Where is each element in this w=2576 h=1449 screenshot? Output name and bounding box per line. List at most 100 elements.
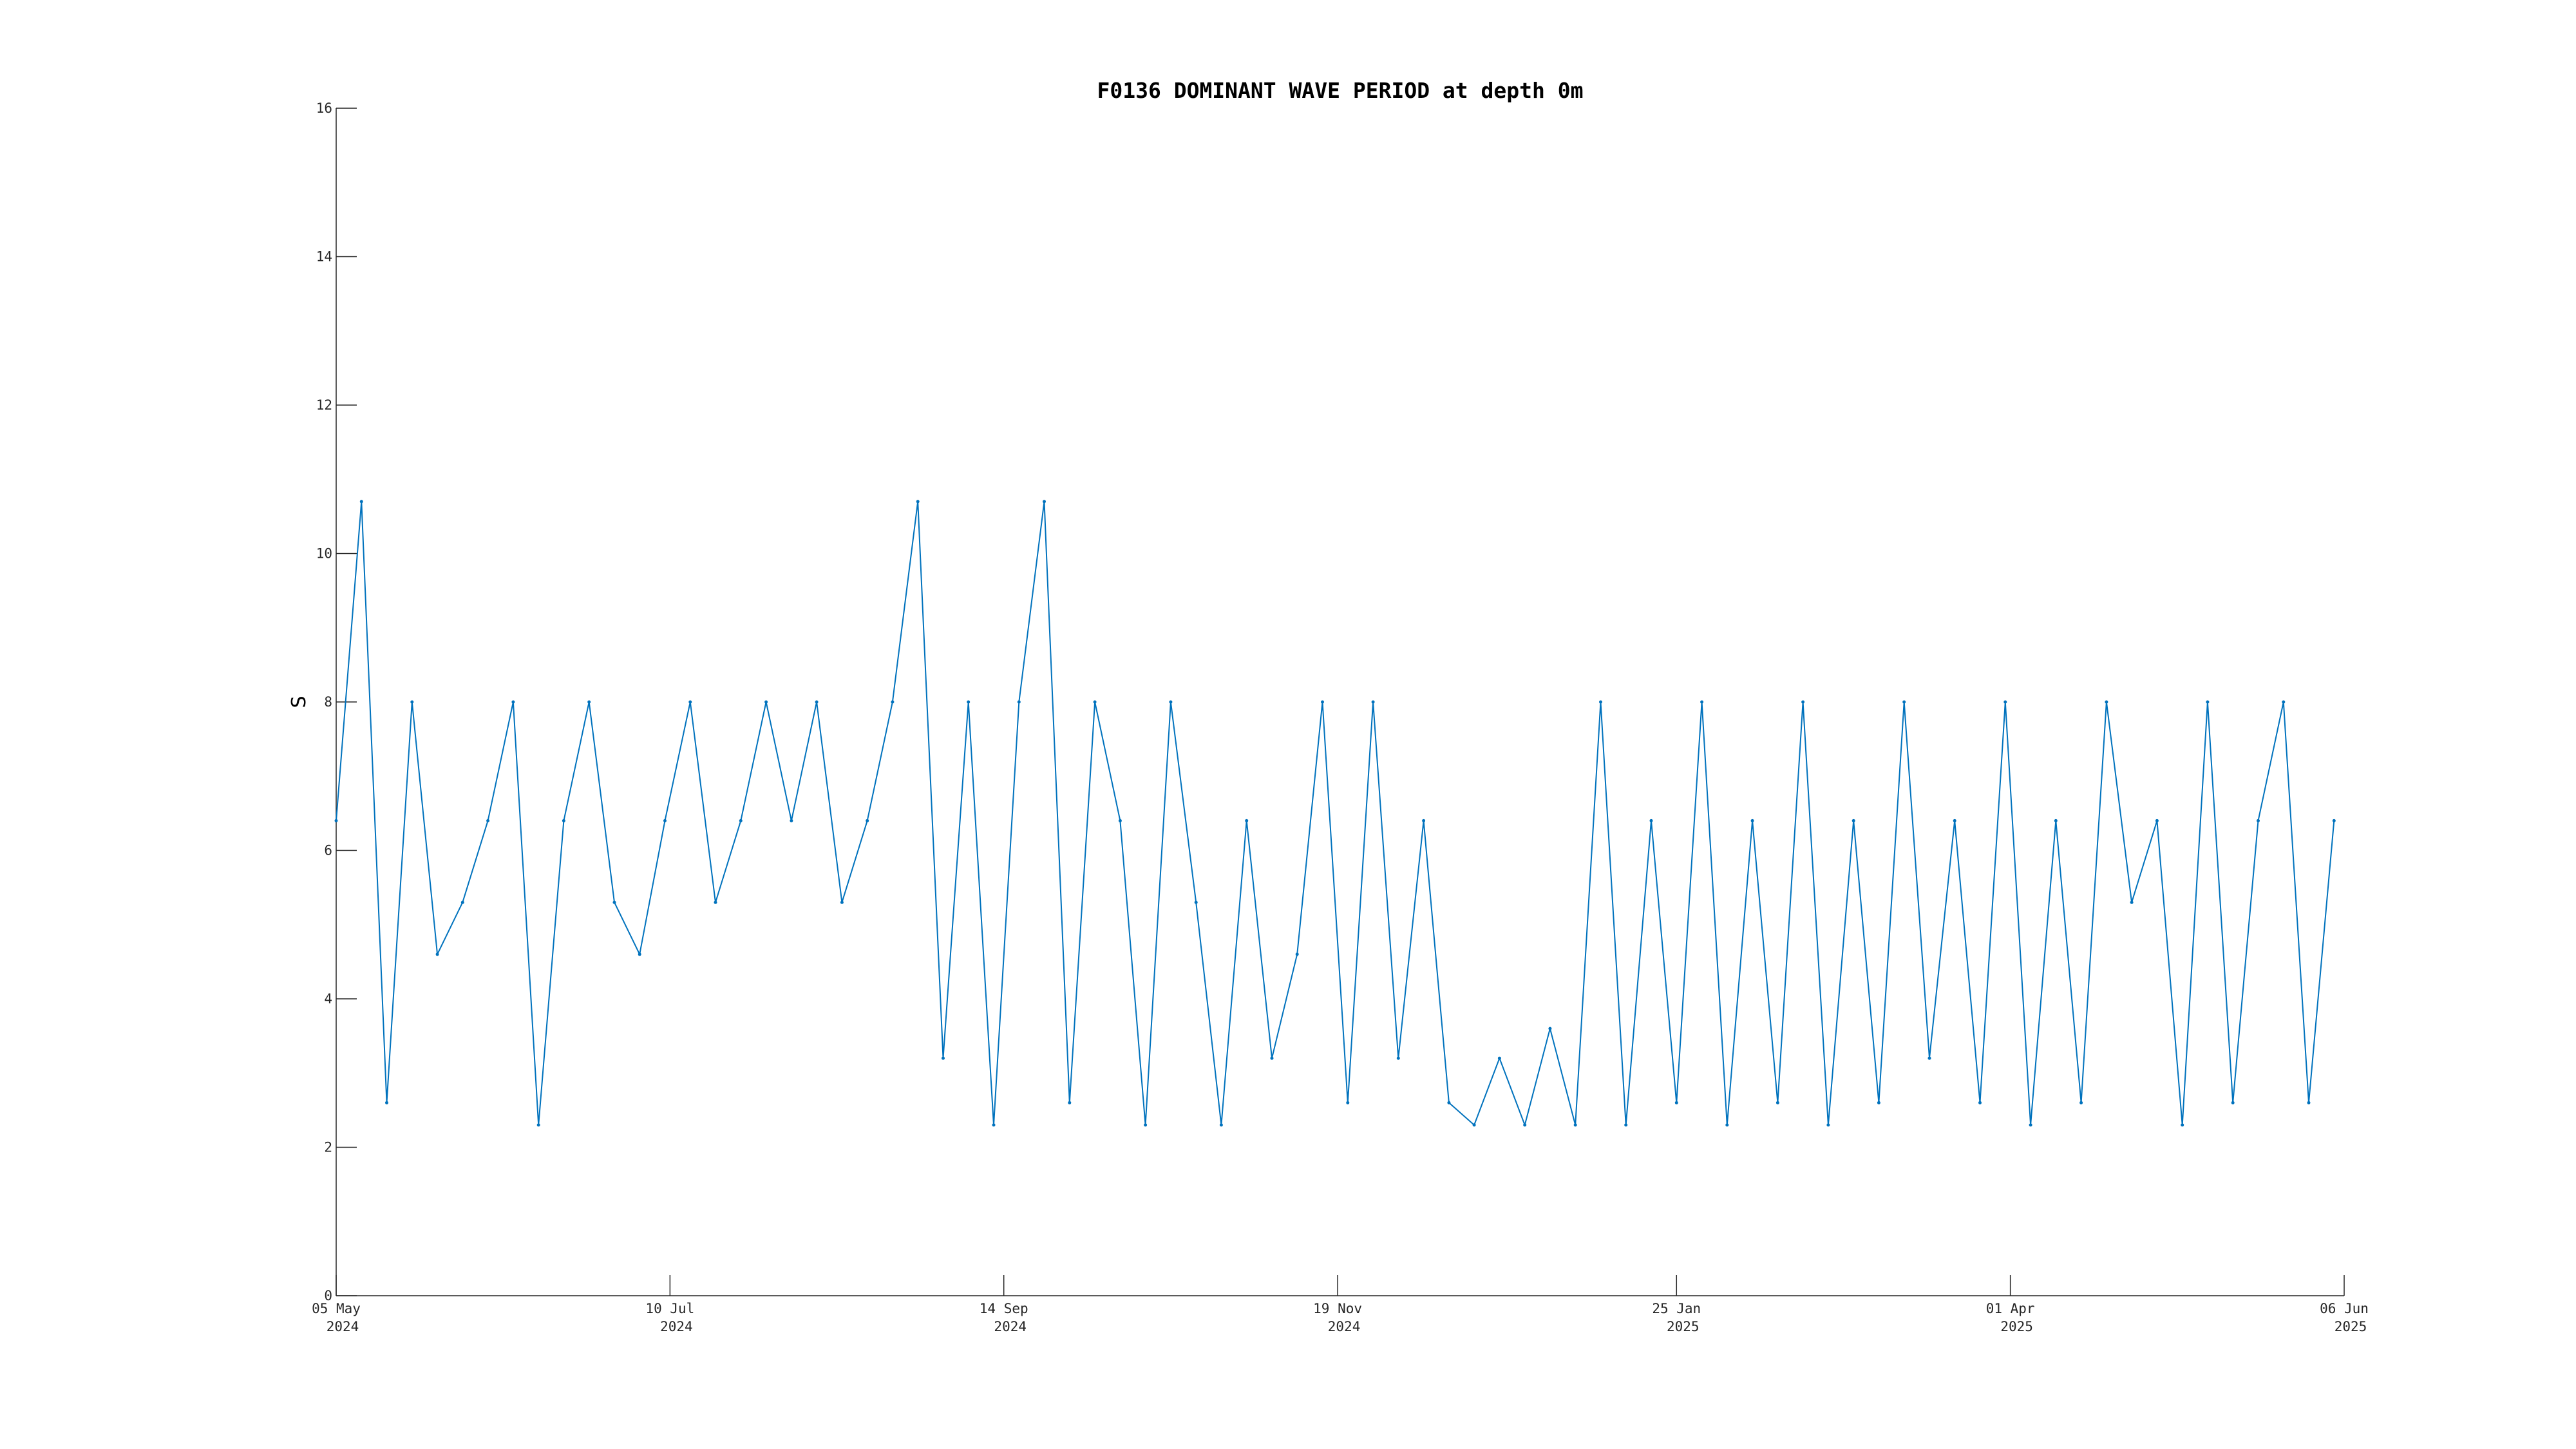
x-tick-label-date: 10 Jul [645, 1301, 694, 1316]
x-tick-label-date: 05 May [312, 1301, 361, 1316]
data-point [1700, 700, 1704, 704]
data-point [2206, 700, 2210, 704]
x-tick-label-date: 19 Nov [1313, 1301, 1362, 1316]
x-tick-label-year: 2024 [660, 1319, 693, 1334]
data-point [891, 700, 895, 704]
x-tick-label-year: 2025 [2334, 1319, 2367, 1334]
x-tick-label-year: 2024 [327, 1319, 359, 1334]
data-point [916, 500, 920, 504]
data-point [536, 1123, 540, 1127]
data-point [1068, 1101, 1072, 1104]
data-point [1093, 700, 1097, 704]
data-point [2105, 700, 2108, 704]
data-point [739, 819, 743, 822]
data-point [967, 700, 971, 704]
x-tick-label-year: 2025 [2000, 1319, 2033, 1334]
data-point [1649, 819, 1653, 822]
data-point [334, 819, 338, 822]
y-tick-label: 14 [316, 249, 332, 265]
data-point [2282, 700, 2286, 704]
data-point [1169, 700, 1173, 704]
data-point [1219, 1123, 1223, 1127]
data-point [1548, 1027, 1552, 1030]
data-point [1599, 700, 1602, 704]
data-point [1043, 500, 1046, 504]
data-point [2003, 700, 2007, 704]
data-point [1523, 1123, 1527, 1127]
data-point [1194, 900, 1198, 904]
data-point [638, 952, 641, 956]
y-tick-label: 6 [324, 843, 332, 858]
data-point [1118, 819, 1122, 822]
x-tick-label-year: 2024 [1328, 1319, 1361, 1334]
data-point [1573, 1123, 1577, 1127]
x-ticks: 05 May 2024 10 Jul 2024 14 Sep 2024 19 Nov 2024… [312, 1275, 2369, 1334]
data-point [486, 819, 490, 822]
x-tick-label-date: 25 Jan [1652, 1301, 1701, 1316]
data-point [511, 700, 515, 704]
data-point [840, 900, 844, 904]
x-tick-label-date: 14 Sep [980, 1301, 1028, 1316]
series-group [334, 500, 2336, 1127]
y-tick-label: 12 [316, 397, 332, 413]
data-point [1371, 700, 1375, 704]
data-point [764, 700, 768, 704]
data-point [992, 1123, 996, 1127]
data-point [1978, 1101, 1982, 1104]
data-point [688, 700, 692, 704]
x-tick-label-year: 2025 [1667, 1319, 1700, 1334]
data-point [1902, 700, 1906, 704]
data-point [2307, 1101, 2311, 1104]
data-point [2029, 1123, 2032, 1127]
data-point [1801, 700, 1805, 704]
x-tick-label-date: 01 Apr [1986, 1301, 2035, 1316]
data-point [2231, 1101, 2235, 1104]
data-point [1776, 1101, 1779, 1104]
data-point [1295, 952, 1299, 956]
data-point [1270, 1056, 1274, 1060]
data-point [1826, 1123, 1830, 1127]
data-point [866, 819, 869, 822]
data-point [2181, 1123, 2184, 1127]
y-tick-label: 0 [324, 1288, 332, 1303]
data-point [1472, 1123, 1476, 1127]
data-point [410, 700, 414, 704]
data-point [1725, 1123, 1729, 1127]
data-point [790, 819, 793, 822]
chart-title: F0136 DOMINANT WAVE PERIOD at depth 0m [1097, 78, 1584, 103]
data-point [385, 1101, 388, 1104]
data-point [2054, 819, 2058, 822]
series-line [336, 500, 2335, 1126]
data-point [562, 819, 565, 822]
data-point [1245, 819, 1249, 822]
data-point [1497, 1056, 1501, 1060]
data-point [435, 952, 439, 956]
y-tick-label: 4 [324, 991, 332, 1007]
y-axis-label: S [288, 696, 310, 708]
x-tick-label-year: 2024 [994, 1319, 1027, 1334]
y-ticks: 0 2 4 6 8 10 12 14 16 [316, 100, 357, 1303]
data-point [1346, 1101, 1350, 1104]
data-point [1953, 819, 1956, 822]
data-point [1321, 700, 1324, 704]
data-point [1927, 1056, 1931, 1060]
data-point [663, 819, 667, 822]
data-point [1877, 1101, 1880, 1104]
data-point [612, 900, 616, 904]
y-tick-label: 10 [316, 546, 332, 562]
data-point [1422, 819, 1426, 822]
data-point [1624, 1123, 1628, 1127]
data-point [359, 500, 363, 504]
data-point [2332, 819, 2336, 822]
data-point [1017, 700, 1021, 704]
data-point [714, 900, 717, 904]
data-point [2079, 1101, 2083, 1104]
data-point [587, 700, 591, 704]
data-point [1750, 819, 1754, 822]
data-point [942, 1056, 945, 1060]
data-point [1852, 819, 1855, 822]
data-point [1674, 1101, 1678, 1104]
data-point [1144, 1123, 1148, 1127]
